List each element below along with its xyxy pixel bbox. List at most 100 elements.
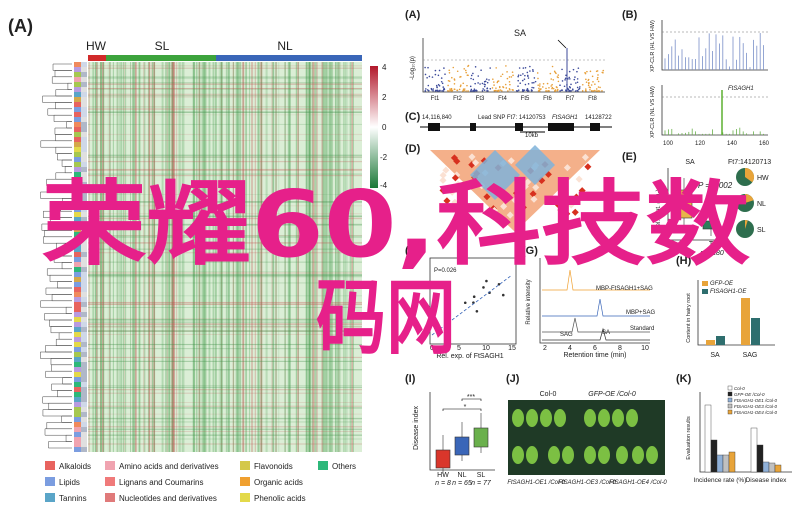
snp-point: [587, 84, 590, 87]
class-cell: [74, 292, 81, 297]
snp-point: [463, 68, 466, 70]
class-cell: [81, 62, 87, 67]
class-cell: [81, 372, 87, 377]
heatmap-cell: [95, 62, 97, 452]
trace-label: MBP+SAG: [626, 310, 656, 316]
dendrogram: [40, 300, 72, 308]
bar: [728, 451, 736, 473]
class-cell: [81, 127, 87, 132]
snp-point: [554, 89, 557, 92]
snp-point: [517, 74, 520, 76]
peak-label: SAG: [560, 332, 573, 338]
legend-swatch: [727, 397, 733, 403]
class-cell: [81, 377, 87, 382]
snp-point: [516, 90, 519, 92]
tick-label: 160: [759, 141, 770, 147]
snp-point: [440, 80, 443, 83]
heatmap-cell: [88, 223, 362, 226]
axis: [661, 20, 768, 71]
scale-tick: -4: [380, 181, 388, 190]
snp-point: [563, 85, 566, 88]
heatmap-cell: [88, 386, 362, 388]
heatmap-cell: [198, 62, 201, 452]
class-cell: [81, 272, 87, 277]
heatmap-cell: [272, 62, 275, 452]
heatmap-cell: [309, 62, 311, 452]
class-cell: [81, 297, 87, 302]
heatmap-cell: [88, 318, 362, 320]
heatmap-cell: [178, 62, 180, 452]
legend-label: Alkaloids: [59, 462, 91, 471]
dendrogram: [51, 364, 72, 372]
class-cell: [81, 447, 87, 452]
scale-label: 10kb: [525, 133, 539, 139]
snp-point: [568, 89, 571, 92]
snp-point: [477, 82, 479, 84]
class-cell: [74, 212, 81, 217]
dendrogram: [55, 89, 72, 97]
snp-point: [599, 86, 601, 89]
heatmap-cell: [116, 62, 119, 452]
dendrogram: [57, 390, 72, 398]
group-label: HW: [437, 472, 449, 479]
class-cell: [74, 167, 81, 172]
heatmap-cell: [88, 407, 362, 409]
snp-point: [581, 83, 584, 86]
sample-size: n = 8: [435, 480, 451, 487]
snp-point: [581, 90, 584, 92]
ld-cell: [439, 171, 447, 179]
axis-label: Disease index: [413, 406, 420, 450]
class-cell: [81, 197, 87, 202]
snp-point: [595, 90, 598, 92]
heatmap-cell: [88, 428, 362, 431]
legend-label: FtSAGH1-OE3 /Col-0: [734, 404, 778, 409]
group-label: NL: [277, 39, 293, 53]
heatmap-cell: [321, 62, 324, 452]
snp-point: [506, 71, 508, 73]
heatmap-cell: [88, 318, 362, 321]
snp-point: [511, 88, 514, 91]
leaf: [512, 446, 524, 464]
class-cell: [74, 202, 81, 207]
snp-point: [505, 87, 508, 89]
class-cell: [81, 202, 87, 207]
snp-point: [453, 78, 456, 80]
snp-point: [538, 89, 541, 91]
heatmap-cell: [88, 154, 362, 157]
snp-point: [576, 70, 578, 73]
snp-point: [439, 89, 441, 92]
dendrogram: [49, 319, 72, 327]
tick-label: Ft6: [543, 96, 552, 102]
heatmap-cell: [88, 261, 362, 263]
heatmap-cell: [134, 62, 137, 452]
heatmap-cell: [88, 360, 362, 362]
snp-point: [496, 89, 498, 92]
trend: [431, 274, 513, 336]
snp-point: [564, 79, 566, 81]
heatmap-cell: [88, 323, 362, 325]
snp-point: [474, 82, 476, 85]
sample-size: n = 12: [674, 250, 694, 257]
ld-cell: [490, 206, 499, 214]
heatmap-cell: [88, 96, 362, 98]
group-label: Incidence rate (%): [694, 477, 747, 484]
heatmap-cell: [193, 62, 195, 452]
snp-point: [519, 82, 522, 84]
axis-label: Rel. cont. (log₂): [656, 189, 662, 230]
class-cell: [74, 347, 81, 352]
heatmap-cell: [238, 62, 241, 452]
snp-point: [591, 90, 594, 92]
heatmap-cell: [325, 62, 328, 452]
heatmap-cell: [100, 62, 103, 452]
snp-point: [587, 82, 590, 85]
heatmap-cell: [88, 274, 362, 277]
snp-point: [499, 89, 502, 91]
snp-point: [529, 70, 531, 72]
class-cell: [81, 177, 87, 182]
panel-label: (B): [622, 9, 638, 21]
snp-point: [456, 70, 459, 73]
class-cell: [74, 272, 81, 277]
class-cell: [74, 112, 81, 117]
